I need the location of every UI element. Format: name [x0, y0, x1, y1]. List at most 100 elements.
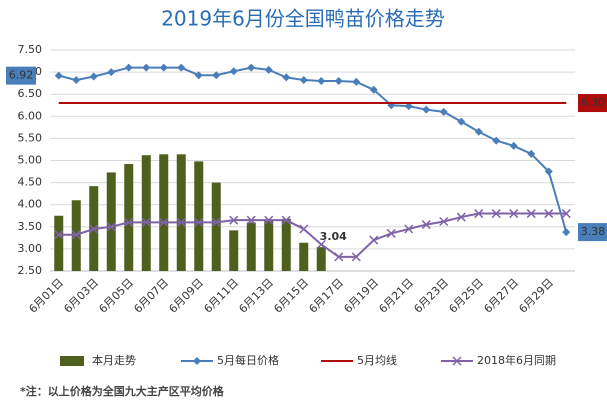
point-marker	[509, 209, 519, 219]
point-marker	[527, 149, 536, 158]
value-label: 6.92	[9, 69, 34, 82]
point-marker	[526, 209, 536, 219]
bar	[176, 154, 186, 271]
point-marker	[369, 235, 379, 245]
chart-title: 2019年6月份全国鸭苗价格走势	[161, 7, 445, 31]
bar	[264, 220, 274, 271]
y-tick-label: 7.50	[18, 43, 43, 56]
bar	[141, 155, 151, 271]
value-label: 6.30	[581, 96, 606, 109]
point-marker	[247, 63, 256, 72]
legend-marker	[452, 356, 462, 366]
point-marker	[229, 67, 238, 76]
point-marker	[177, 63, 186, 72]
y-tick-label: 6.50	[18, 87, 43, 100]
legend-label: 本月走势	[92, 353, 136, 367]
point-marker	[457, 117, 466, 126]
point-marker	[72, 76, 81, 85]
value-label: 3.38	[581, 225, 606, 238]
x-tick-label: 6月01日	[26, 276, 66, 316]
point-marker	[386, 228, 396, 238]
bar	[211, 182, 221, 271]
x-tick-label: 6月19日	[341, 276, 381, 316]
point-marker	[229, 215, 239, 225]
point-marker	[264, 65, 273, 74]
y-tick-label: 5.00	[18, 154, 43, 167]
x-tick-label: 6月23日	[411, 276, 451, 316]
y-tick-label: 5.50	[18, 131, 43, 144]
bar	[281, 218, 291, 271]
point-marker	[281, 215, 291, 225]
point-marker	[456, 212, 466, 222]
point-marker	[54, 71, 63, 80]
y-tick-label: 3.50	[18, 220, 43, 233]
value-label: 3.04	[320, 230, 347, 243]
point-marker	[439, 216, 449, 227]
x-tick-label: 6月13日	[236, 276, 276, 316]
legend-marker	[193, 357, 201, 365]
series-line	[58, 212, 567, 258]
point-marker	[54, 230, 64, 240]
point-marker	[212, 71, 221, 80]
point-marker	[474, 209, 484, 219]
point-marker	[107, 68, 116, 77]
x-tick-label: 6月21日	[376, 276, 416, 316]
legend-swatch	[60, 356, 84, 366]
bar	[124, 164, 134, 271]
y-tick-label: 3.00	[18, 242, 43, 255]
bar	[106, 172, 116, 271]
value-label-box	[578, 223, 607, 242]
point-marker	[422, 105, 431, 114]
x-tick-label: 6月09日	[166, 276, 206, 316]
point-marker	[317, 76, 326, 85]
point-marker	[316, 239, 326, 250]
point-marker	[282, 73, 291, 82]
point-marker	[299, 76, 308, 85]
legend-label: 5月均线	[357, 353, 397, 367]
x-tick-label: 6月25日	[446, 276, 486, 316]
point-marker	[544, 209, 554, 219]
point-marker	[474, 127, 483, 136]
bar	[159, 154, 169, 271]
point-marker	[421, 220, 431, 230]
point-marker	[439, 107, 448, 116]
point-marker	[176, 217, 186, 227]
bar	[194, 161, 204, 271]
point-marker	[492, 136, 501, 145]
series-line	[58, 66, 568, 233]
point-marker	[141, 217, 151, 227]
bar	[229, 230, 239, 271]
x-tick-label: 6月17日	[306, 276, 346, 316]
point-marker	[334, 76, 343, 85]
value-label-box	[578, 94, 607, 113]
point-marker	[544, 167, 553, 176]
y-tick-label: 4.00	[18, 198, 43, 211]
point-marker	[299, 224, 309, 234]
point-marker	[211, 217, 221, 227]
point-marker	[194, 71, 203, 80]
point-marker	[264, 215, 274, 225]
point-marker	[159, 217, 169, 227]
y-tick-label: 2.50	[18, 264, 43, 277]
point-marker	[509, 141, 518, 150]
point-marker	[194, 217, 204, 227]
point-marker	[561, 209, 571, 219]
x-tick-label: 6月29日	[516, 276, 556, 316]
bar	[299, 242, 309, 271]
legend-label: 2018年6月同期	[477, 353, 556, 367]
y-tick-label: 4.50	[18, 176, 43, 189]
point-marker	[491, 209, 501, 219]
point-marker	[106, 222, 116, 232]
point-marker	[71, 230, 81, 240]
x-tick-label: 6月11日	[201, 276, 241, 316]
point-marker	[352, 77, 361, 86]
point-marker	[246, 215, 256, 225]
bar	[316, 247, 326, 271]
bar	[54, 215, 64, 271]
footnote: *注：以上价格为全国九大主产区平均价格	[20, 384, 225, 398]
point-marker	[124, 217, 134, 227]
y-tick-label: 6.00	[18, 109, 43, 122]
point-marker	[369, 85, 378, 94]
point-marker	[334, 252, 344, 262]
